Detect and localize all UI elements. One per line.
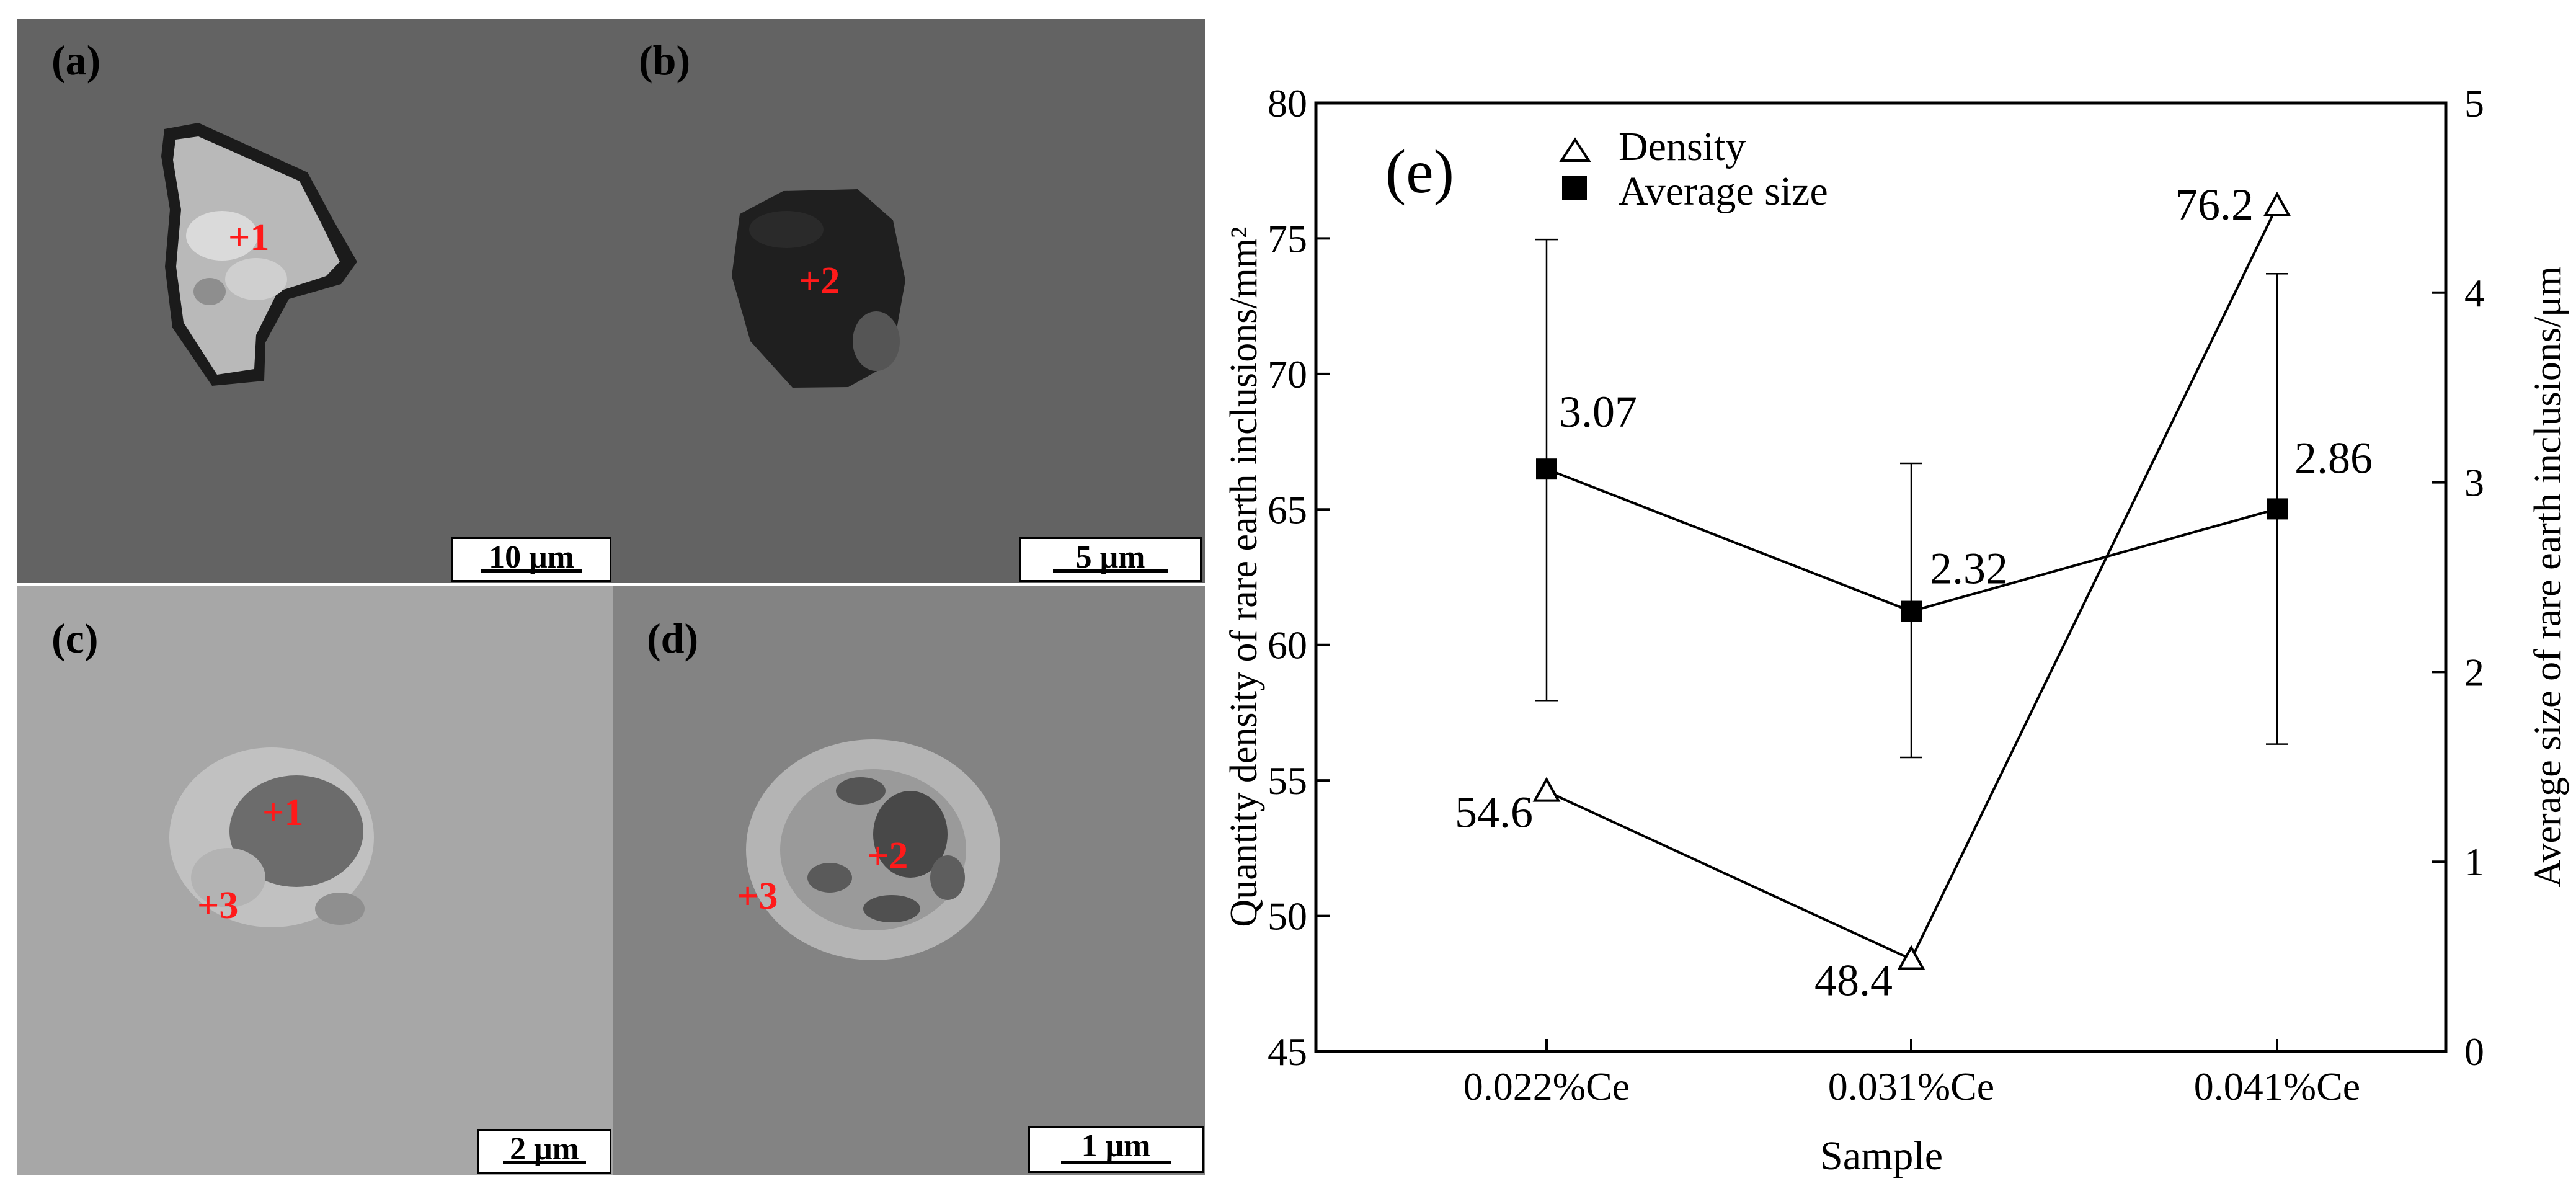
point-marker-3: +3 — [737, 875, 778, 917]
average-size-point — [1536, 458, 1557, 480]
right-tick-label: 0 — [2464, 1030, 2484, 1074]
average-size-data-label: 3.07 — [1559, 387, 1637, 437]
average-size-data-label: 2.86 — [2294, 433, 2373, 483]
inclusion-image-b — [732, 189, 905, 388]
average-size-data-label: 2.32 — [1930, 544, 2008, 594]
average-size-point — [1901, 600, 1922, 622]
left-tick-label: 80 — [1268, 81, 1307, 125]
point-marker-1: +1 — [228, 216, 270, 259]
point-marker-3: +3 — [197, 885, 239, 927]
x-tick-label: 0.041%Ce — [2194, 1064, 2360, 1108]
right-tick-label: 5 — [2464, 81, 2484, 125]
sem-panel-d: (d) +2 +3 1 μm — [613, 586, 1205, 1175]
inclusion-image-c — [169, 747, 374, 927]
point-marker-2: +2 — [799, 260, 840, 302]
scale-bar-d: 1 μm — [1028, 1126, 1204, 1173]
legend-size-label: Average size — [1619, 169, 1828, 214]
left-tick-label: 45 — [1268, 1030, 1307, 1074]
scale-bar-label: 2 μm — [510, 1131, 579, 1167]
left-tick-label: 65 — [1268, 488, 1307, 532]
density-point — [2263, 191, 2291, 217]
panel-label-d: (d) — [647, 615, 699, 662]
scale-bar-c: 2 μm — [477, 1129, 611, 1174]
inclusion-image-d — [746, 739, 1000, 960]
sem-panel-a: (a) +1 10 μm — [17, 19, 613, 583]
panel-label-e: (e) — [1385, 137, 1454, 206]
left-axis: 45 50 55 60 65 70 75 80 — [1268, 81, 1330, 1074]
scale-bar-label: 1 μm — [1081, 1128, 1151, 1164]
legend: Density Average size — [1559, 124, 1828, 214]
point-marker-2: +2 — [867, 835, 908, 877]
x-tick-label: 0.022%Ce — [1463, 1064, 1630, 1108]
plot-frame — [1314, 101, 2448, 1053]
left-tick-label: 60 — [1268, 623, 1307, 667]
right-axis: 0 1 2 3 4 5 — [2432, 81, 2484, 1074]
inclusion-image-a — [161, 123, 357, 386]
scale-bar-line — [502, 1161, 587, 1164]
scale-bar-label: 10 μm — [489, 540, 574, 575]
scale-bar-b: 5 μm — [1019, 537, 1202, 582]
scale-bar-a: 10 μm — [451, 537, 611, 582]
scale-bar-line — [1053, 569, 1168, 573]
x-tick-label: 0.031%Ce — [1828, 1064, 1994, 1108]
right-tick-label: 2 — [2464, 650, 2484, 694]
density-point — [1897, 945, 1925, 970]
panel-label-c: (c) — [51, 615, 99, 662]
left-tick-label: 70 — [1268, 352, 1307, 396]
density-data-label: 76.2 — [2175, 180, 2254, 230]
left-tick-label: 75 — [1268, 216, 1307, 261]
right-axis-title: Average size of rare earth inclusions/μm — [2527, 266, 2569, 887]
density-data-label: 54.6 — [1455, 788, 1533, 837]
series-layer: 3.07 2.32 2.86 54.6 48.4 76.2 — [1455, 180, 2373, 1005]
panel-label-b: (b) — [639, 37, 691, 84]
average-size-point — [2267, 498, 2288, 520]
point-marker-1: +1 — [262, 791, 304, 834]
sem-panel-c: (c) +1 +3 2 μm — [17, 586, 613, 1175]
scale-bar-line — [1060, 1161, 1171, 1164]
legend-density-marker — [1559, 137, 1591, 162]
x-axis: 0.022%Ce 0.031%Ce 0.041%Ce — [1463, 1039, 2360, 1108]
left-tick-label: 50 — [1268, 894, 1307, 939]
x-axis-title: Sample — [1820, 1133, 1943, 1179]
density-point — [1532, 777, 1561, 802]
legend-density-label: Density — [1619, 124, 1746, 169]
legend-size-marker — [1562, 176, 1587, 200]
scale-bar-label: 5 μm — [1075, 540, 1145, 575]
right-tick-label: 3 — [2464, 461, 2484, 505]
scale-bar-line — [481, 569, 582, 573]
density-data-label: 48.4 — [1814, 955, 1893, 1005]
left-tick-label: 55 — [1268, 759, 1307, 803]
panel-label-a: (a) — [51, 37, 101, 84]
right-tick-label: 1 — [2464, 840, 2484, 884]
left-axis-title: Quantity density of rare earth inclusion… — [1223, 226, 1265, 927]
right-tick-label: 4 — [2464, 271, 2484, 315]
sem-panel-b: (b) +2 5 μm — [613, 19, 1205, 583]
